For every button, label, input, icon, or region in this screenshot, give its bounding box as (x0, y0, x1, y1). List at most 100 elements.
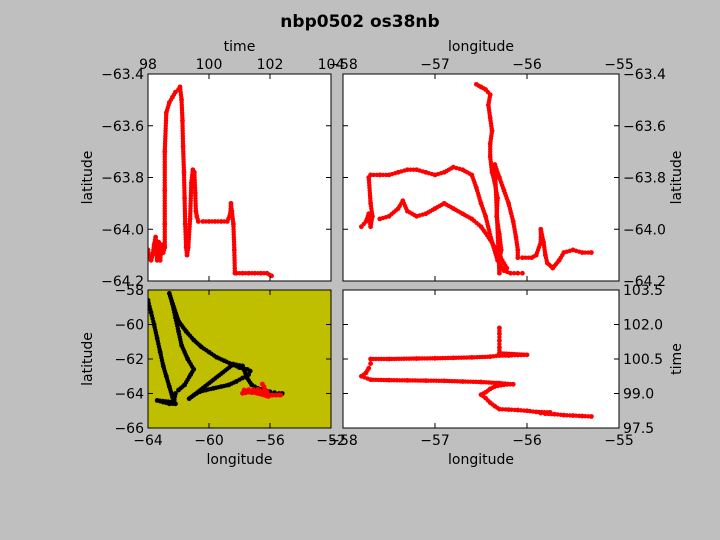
y-tick-label: −58 (114, 283, 144, 299)
data-point (515, 270, 521, 276)
x-tick-label: −58 (328, 57, 358, 73)
y-axis-label: latitude (80, 151, 96, 205)
y-tick-label: −63.6 (101, 119, 144, 135)
data-point (520, 270, 525, 276)
data-point (368, 172, 373, 178)
y-tick-label: −64.0 (101, 222, 144, 238)
x-tick-label: −57 (420, 57, 450, 73)
x-tick-label: −55 (604, 433, 634, 449)
data-point (520, 255, 525, 261)
x-tick-label: 102 (257, 57, 284, 73)
series-0 (359, 81, 594, 276)
x-axis-label: time (224, 39, 256, 55)
data-point (497, 338, 502, 343)
y-tick-label: −63.8 (101, 171, 144, 187)
y-tick-label: −64 (114, 387, 144, 403)
y-tick-label: −64.2 (623, 274, 666, 290)
y-axis-label: latitude (80, 332, 96, 386)
series-0 (359, 325, 594, 419)
series-0 (148, 84, 274, 279)
x-tick-label: 104 (318, 57, 345, 73)
x-tick-label: −57 (420, 433, 450, 449)
track-dot (371, 172, 376, 178)
data-points (148, 84, 274, 279)
y-tick-label: 100.5 (623, 352, 663, 368)
x-tick-label: −56 (512, 433, 542, 449)
y-tick-label: −63.4 (623, 67, 666, 83)
plot-area (343, 74, 619, 281)
y-axis-label: latitude (669, 151, 685, 205)
data-point (212, 219, 218, 224)
track-dot (511, 271, 517, 276)
data-point (240, 270, 245, 276)
data-point (497, 325, 502, 331)
y-tick-label: 99.0 (623, 387, 654, 403)
data-point (405, 167, 410, 173)
x-axis-label: longitude (207, 452, 273, 468)
x-tick-label: −56 (255, 433, 285, 449)
y-tick-label: −63.4 (101, 67, 144, 83)
track-dot (583, 250, 588, 255)
x-tick-label: −55 (604, 57, 634, 73)
plot-area (148, 290, 331, 428)
y-tick-label: 103.5 (623, 283, 663, 299)
figure-title: nbp0502 os38nb (280, 12, 439, 32)
series-0 (148, 291, 285, 407)
x-tick-label: −58 (328, 433, 358, 449)
data-point (246, 270, 252, 276)
x-tick-label: −56 (512, 57, 542, 73)
data-point (504, 265, 510, 271)
data-points (359, 325, 594, 419)
data-point (579, 250, 585, 255)
data-point (206, 219, 212, 224)
y-tick-label: −63.6 (623, 119, 666, 135)
y-tick-label: −64.0 (623, 222, 666, 238)
x-axis-label: longitude (448, 452, 514, 468)
series-1 (240, 381, 284, 399)
y-tick-label: −60 (114, 318, 144, 334)
y-tick-label: −63.8 (623, 171, 666, 187)
y-axis-label: time (669, 343, 685, 375)
x-tick-label: −60 (194, 433, 224, 449)
y-tick-label: 97.5 (623, 421, 654, 437)
data-point (497, 345, 502, 350)
x-tick-label: −64 (133, 433, 163, 449)
y-tick-label: −62 (114, 352, 144, 368)
data-point (218, 219, 224, 224)
data-point (589, 250, 594, 255)
x-tick-label: 100 (196, 57, 223, 73)
track-dot (497, 341, 502, 347)
data-point (258, 270, 264, 276)
data-point (200, 219, 206, 224)
data-points (148, 291, 285, 407)
data-point (234, 270, 239, 276)
axes-layer: 98 100 102 104 −63.4 −63.6 −63.8 −64.0 −64.2 time… (80, 39, 685, 468)
x-axis-label: longitude (448, 39, 514, 55)
data-point (366, 365, 372, 371)
track-dot (497, 334, 502, 340)
data-point (252, 270, 258, 276)
track-dot (408, 167, 413, 172)
data-point (508, 270, 513, 276)
data-point (173, 391, 178, 396)
track-dot (523, 255, 528, 260)
axes-lon-lat: −58 −57 −56 −55−63.4 −63.6 −63.8 −64.0 −64.2 lon… (328, 39, 685, 290)
y-tick-label: −66 (114, 421, 144, 437)
data-point (515, 255, 521, 261)
axes-time-lat: 98 100 102 104 −63.4 −63.6 −63.8 −64.0 −64.2 time… (80, 39, 344, 290)
y-tick-label: −64.2 (101, 274, 144, 290)
x-tick-label: 98 (139, 57, 157, 73)
data-point (195, 219, 201, 224)
track-dot (380, 172, 386, 178)
axes-lon-lat-map: −64 −60 −56 −52−58−60−62−64−66longitudelati… (80, 283, 346, 468)
data-point (250, 387, 256, 393)
data-point (368, 361, 373, 366)
data-points (359, 81, 594, 276)
data-point (246, 387, 252, 393)
x-tick-label: −52 (316, 433, 346, 449)
y-tick-label: 102.0 (623, 318, 663, 334)
plot-area (148, 74, 331, 281)
data-point (278, 392, 284, 398)
